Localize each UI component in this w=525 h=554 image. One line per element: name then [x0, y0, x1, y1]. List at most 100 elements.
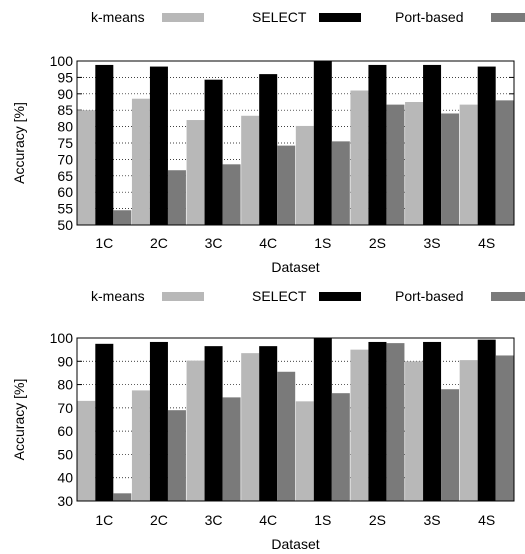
bar-select-3s [423, 341, 442, 501]
bar-select-4s [477, 66, 496, 226]
bar-select-2c [149, 341, 168, 501]
bar-k-means-1c [77, 110, 96, 225]
legend-label: k-means [91, 9, 145, 25]
bar-port-based-4s [495, 100, 514, 225]
plot-frame [76, 60, 515, 226]
bar-k-means-4c [241, 353, 260, 501]
bar-k-means-2c [131, 390, 150, 501]
bar-select-3c [204, 346, 223, 501]
bar-port-based-1c [113, 493, 132, 501]
x-tick-label: 3C [205, 512, 223, 528]
bar-select-1c [95, 343, 114, 501]
y-tick-label: 40 [57, 470, 73, 486]
bar-k-means-1s [295, 401, 314, 501]
y-tick-label: 30 [57, 493, 73, 509]
bar-select-1c [95, 64, 114, 225]
bar-k-means-3s [405, 102, 424, 225]
bar-port-based-3c [222, 397, 241, 501]
legend-swatch [162, 13, 204, 22]
bar-k-means-3s [405, 361, 424, 501]
x-tick-label: 4C [259, 512, 277, 528]
bar-port-based-2c [167, 410, 186, 501]
chart-top: k-means SELECT Port-based50556065707580859… [11, 9, 525, 275]
legend-label: k-means [91, 288, 145, 304]
y-tick-label: 80 [57, 377, 73, 393]
y-tick-label: 50 [57, 217, 73, 233]
bar-port-based-3c [222, 164, 241, 225]
y-tick-label: 50 [57, 446, 73, 462]
bar-select-4c [259, 74, 278, 226]
legend-swatch [319, 13, 361, 22]
bar-k-means-2c [131, 98, 150, 225]
legend-label: Port-based [395, 9, 463, 25]
x-axis-label: Dataset [271, 536, 319, 552]
x-tick-label: 2C [150, 512, 168, 528]
x-tick-label: 1S [314, 235, 331, 251]
bar-k-means-2s [350, 349, 369, 501]
bar-select-2s [368, 341, 387, 501]
x-tick-label: 1C [95, 512, 113, 528]
y-tick-label: 100 [50, 330, 74, 346]
x-tick-label: 1S [314, 512, 331, 528]
x-tick-label: 3S [424, 512, 441, 528]
x-tick-label: 3C [205, 235, 223, 251]
bar-select-1s [313, 61, 332, 225]
bar-port-based-2s [386, 104, 405, 225]
x-tick-label: 1C [95, 235, 113, 251]
bar-select-4s [477, 339, 496, 501]
bar-select-3c [204, 79, 223, 225]
y-tick-label: 90 [57, 353, 73, 369]
y-tick-label: 60 [57, 184, 73, 200]
plot-frame [76, 337, 515, 502]
bar-port-based-4c [277, 145, 296, 225]
x-tick-label: 2S [369, 512, 386, 528]
bar-k-means-2s [350, 90, 369, 226]
bar-port-based-1c [113, 210, 132, 225]
bar-select-3s [423, 64, 442, 225]
y-tick-label: 60 [57, 423, 73, 439]
bar-select-2s [368, 64, 387, 225]
bar-port-based-4c [277, 371, 296, 501]
bar-select-1s [313, 338, 332, 501]
legend-swatch [162, 292, 204, 301]
x-tick-label: 2S [369, 235, 386, 251]
legend-label: SELECT [252, 9, 307, 25]
bar-k-means-4s [459, 104, 478, 225]
y-tick-label: 80 [57, 119, 73, 135]
legend-swatch [491, 292, 525, 301]
y-tick-label: 75 [57, 135, 73, 151]
y-tick-label: 70 [57, 151, 73, 167]
legend-label: SELECT [252, 288, 307, 304]
bar-k-means-3c [186, 360, 205, 501]
x-axis-label: Dataset [271, 259, 319, 275]
bar-port-based-2s [386, 343, 405, 501]
legend-label: Port-based [395, 288, 463, 304]
x-tick-label: 4C [259, 235, 277, 251]
y-tick-label: 85 [57, 102, 73, 118]
bar-port-based-1s [331, 393, 350, 501]
y-tick-label: 90 [57, 86, 73, 102]
x-tick-label: 4S [478, 512, 495, 528]
y-axis-label: Accuracy [%] [11, 379, 27, 461]
bar-k-means-4s [459, 360, 478, 501]
bar-port-based-4s [495, 355, 514, 501]
chart-bottom: k-means SELECT Port-based 30 40 50 60 70 80 90 100… [11, 288, 525, 552]
bar-port-based-1s [331, 141, 350, 225]
bar-port-based-3s [441, 389, 460, 501]
bar-port-based-2c [167, 170, 186, 225]
legend-swatch [319, 292, 361, 301]
y-tick-label: 55 [57, 201, 73, 217]
x-tick-label: 3S [424, 235, 441, 251]
y-tick-label: 70 [57, 400, 73, 416]
bar-k-means-3c [186, 120, 205, 225]
y-tick-label: 65 [57, 168, 73, 184]
bar-select-4c [259, 346, 278, 501]
y-axis-label: Accuracy [%] [11, 102, 27, 184]
bar-k-means-1s [295, 125, 314, 225]
x-tick-label: 2C [150, 235, 168, 251]
y-tick-label: 95 [57, 69, 73, 85]
bar-k-means-1c [77, 400, 96, 501]
legend-swatch [491, 13, 525, 22]
bar-select-2c [149, 66, 168, 226]
